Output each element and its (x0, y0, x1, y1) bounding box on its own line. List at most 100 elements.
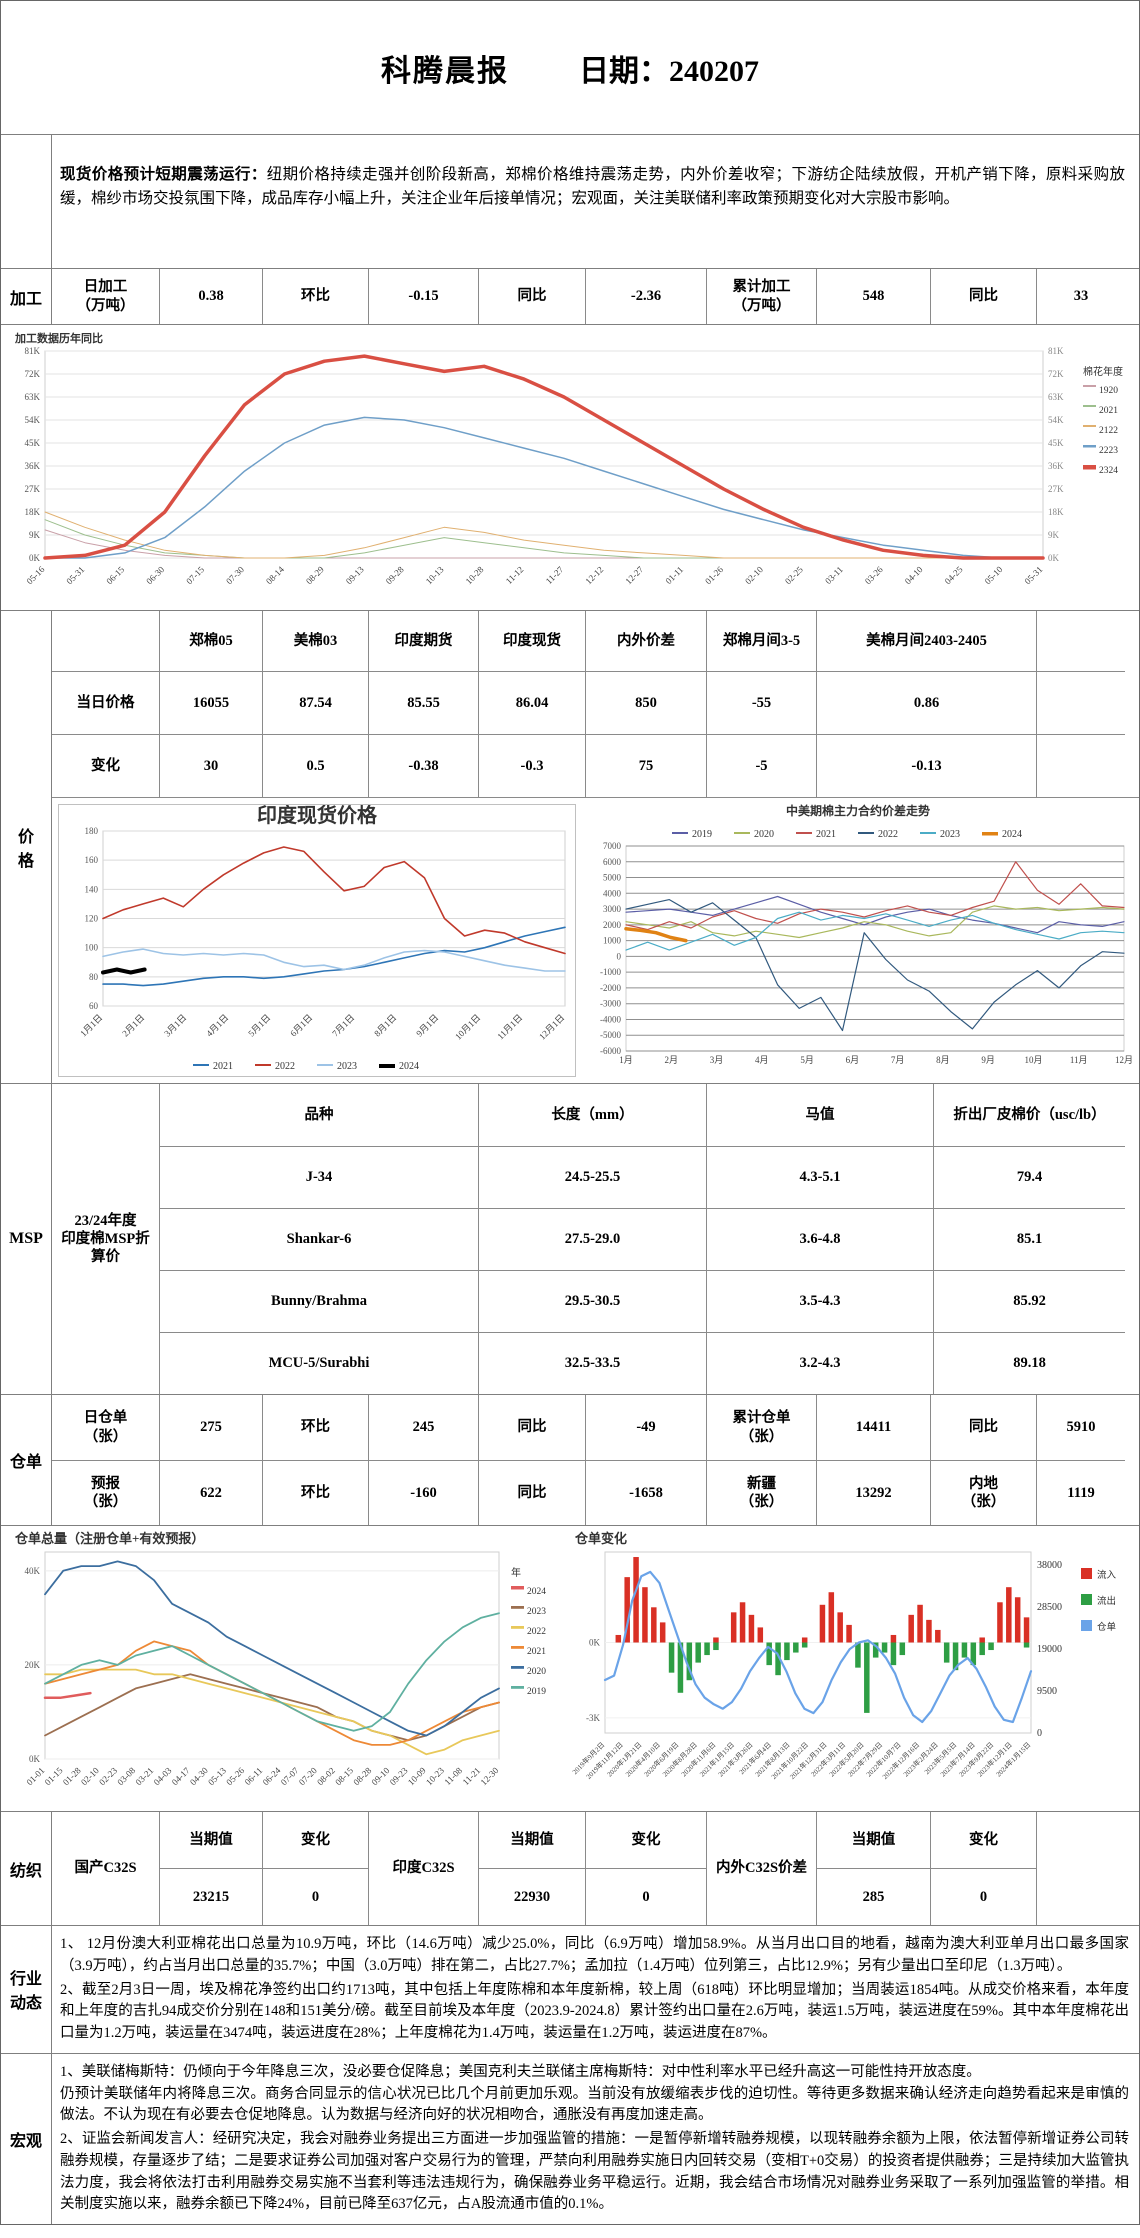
svg-text:2022: 2022 (878, 829, 898, 840)
svg-text:7000: 7000 (603, 841, 622, 851)
svg-text:3000: 3000 (603, 904, 622, 914)
warehouse-cell: 1119 (1036, 1460, 1125, 1525)
price-value-cell: 850 (585, 671, 706, 734)
warehouse-section-label: 仓单 (1, 1395, 52, 1525)
msp-header-cell: 长度（mm） (478, 1084, 706, 1146)
svg-text:2021: 2021 (213, 1061, 233, 1072)
svg-text:2023: 2023 (940, 829, 960, 840)
macro-news-text: 1、美联储梅斯特：仍倾向于今年降息三次，没必要仓促降息；美国克利夫兰联储主席梅斯… (52, 2054, 1139, 2224)
svg-text:38000: 38000 (1037, 1560, 1062, 1571)
processing-section-label: 加工 (1, 269, 52, 324)
svg-text:140: 140 (85, 884, 99, 894)
svg-text:72K: 72K (1048, 369, 1064, 379)
textile-current-value: 23215 (159, 1868, 262, 1925)
svg-text:印度现货价格: 印度现货价格 (257, 805, 378, 827)
svg-text:-1000: -1000 (600, 967, 621, 977)
processing-section: 加工 日加工 （万吨） 0.38 环比 -0.15 同比 -2.36 累计加工 （万吨） 54… (1, 268, 1139, 324)
warehouse-cell: 环比 (262, 1395, 368, 1460)
svg-text:8月: 8月 (936, 1055, 950, 1065)
warehouse-cell: 日仓单 （张） (83, 1410, 128, 1445)
svg-text:02-25: 02-25 (783, 564, 805, 586)
report-date: 日期：240207 (579, 54, 759, 88)
macro-section-label: 宏观 (1, 2053, 52, 2224)
price-value-cell: 75 (585, 734, 706, 797)
summary-section: 现货价格预计短期震荡运行：纽期价格持续走强并创阶段新高，郑棉价格维持震荡走势，内… (1, 134, 1139, 268)
textile-group-name: 印度C32S (368, 1812, 478, 1925)
svg-text:5月1日: 5月1日 (246, 1012, 272, 1038)
warehouse-cell: -160 (368, 1460, 478, 1525)
svg-text:2324: 2324 (1099, 466, 1118, 476)
svg-text:9500: 9500 (1037, 1686, 1057, 1697)
svg-text:2000: 2000 (603, 920, 622, 930)
price-value-cell: 85.55 (368, 671, 478, 734)
svg-text:9月1日: 9月1日 (414, 1012, 440, 1038)
svg-text:1月1日: 1月1日 (78, 1012, 104, 1038)
textile-current-label: 当期值 (159, 1812, 262, 1868)
warehouse-section: 仓单 日仓单 （张） 275 环比 245 同比 -49 累计仓单 （张） 14411 同比 59… (1, 1394, 1139, 1525)
svg-text:10月1日: 10月1日 (453, 1012, 482, 1041)
svg-text:45K: 45K (1048, 438, 1064, 448)
svg-text:01-26: 01-26 (703, 564, 725, 586)
price-value-cell: 87.54 (262, 671, 368, 734)
svg-text:27K: 27K (25, 484, 41, 494)
price-value-cell: 0.5 (262, 734, 368, 797)
svg-text:11月1日: 11月1日 (495, 1012, 524, 1041)
summary-text: 现货价格预计短期震荡运行：纽期价格持续走强并创阶段新高，郑棉价格维持震荡走势，内… (52, 135, 1139, 268)
svg-text:120: 120 (85, 914, 99, 924)
processing-cell: 日加工 （万吨） (76, 279, 135, 314)
textile-table: 国产C32S 当期值 变化 23215 0 印度C32S 当期值 变化 22930 0 内外C32S… (52, 1812, 1139, 1925)
warehouse-cell: 累计仓单 （张） (706, 1395, 816, 1460)
price-header-cell: 内外价差 (585, 611, 706, 671)
industry-section-label: 行业 动态 (1, 1926, 52, 2053)
svg-text:36K: 36K (25, 461, 41, 471)
chart-canvas: 仓单变化0K-3K380002850019000950002019年9月2日20… (570, 1531, 1116, 1781)
msp-value-cell: 29.5-30.5 (478, 1270, 706, 1332)
msp-value-cell: 3.5-4.3 (706, 1270, 933, 1332)
svg-text:2022: 2022 (527, 1627, 546, 1637)
price-header-cell (52, 611, 159, 671)
svg-text:6月1日: 6月1日 (288, 1012, 314, 1038)
svg-text:0: 0 (1037, 1728, 1042, 1739)
svg-text:09-28: 09-28 (384, 564, 406, 586)
price-value-cell (1036, 671, 1125, 734)
price-header-cell: 美棉03 (262, 611, 368, 671)
price-row-label: 当日价格 (52, 671, 159, 734)
msp-header-cell: 折出厂皮棉价（usc/lb） (933, 1084, 1125, 1146)
svg-text:-3000: -3000 (600, 999, 621, 1009)
svg-text:0: 0 (617, 951, 622, 961)
processing-cell: 548 (816, 269, 930, 324)
svg-text:4月: 4月 (755, 1055, 769, 1065)
price-header-cell: 郑棉05 (159, 611, 262, 671)
price-table: 郑棉05 美棉03 印度期货 印度现货 内外价差 郑棉月间3-5 美棉月间2403-2405… (52, 611, 1139, 797)
macro-section: 宏观 1、美联储梅斯特：仍倾向于今年降息三次，没必要仓促降息；美国克利夫兰联储主… (1, 2052, 1139, 2224)
svg-text:2223: 2223 (1099, 446, 1118, 456)
industry-news-item: 2、截至2月3日一周，埃及棉花净签约出口约1713吨，其中包括上年度陈棉和本年度… (60, 1981, 1129, 2042)
industry-section: 行业 动态 1、 12月份澳大利亚棉花出口总量为10.9万吨，环比（14.6万吨… (1, 1925, 1139, 2053)
svg-text:08-29: 08-29 (304, 564, 326, 586)
msp-group-label: 23/24年度 印度棉MSP折 算价 (61, 1212, 150, 1266)
svg-text:11-08: 11-08 (442, 1765, 464, 1787)
svg-text:9K: 9K (29, 530, 41, 540)
svg-text:02-10: 02-10 (79, 1765, 101, 1787)
svg-text:2023: 2023 (527, 1607, 546, 1617)
svg-text:棉花年度: 棉花年度 (1083, 365, 1123, 378)
processing-cell: 环比 (262, 269, 368, 324)
svg-text:80: 80 (89, 972, 99, 982)
msp-value-cell: Bunny/Brahma (159, 1270, 478, 1332)
price-value-cell: -0.38 (368, 734, 478, 797)
svg-text:5000: 5000 (603, 873, 622, 883)
svg-text:09-13: 09-13 (344, 564, 366, 586)
page-title: 科腾晨报 (381, 54, 509, 88)
svg-text:-5000: -5000 (600, 1030, 621, 1040)
price-value-cell: -55 (706, 671, 816, 734)
svg-text:0K: 0K (29, 553, 41, 563)
price-header-cell: 郑棉月间3-5 (706, 611, 816, 671)
svg-text:02-23: 02-23 (97, 1765, 119, 1787)
svg-text:54K: 54K (1048, 415, 1064, 425)
svg-text:2020: 2020 (527, 1667, 546, 1677)
svg-text:7月1日: 7月1日 (330, 1012, 356, 1038)
svg-text:01-15: 01-15 (43, 1765, 65, 1787)
summary-label (1, 135, 52, 268)
msp-value-cell: Shankar-6 (159, 1208, 478, 1270)
msp-value-cell: 24.5-25.5 (478, 1146, 706, 1208)
